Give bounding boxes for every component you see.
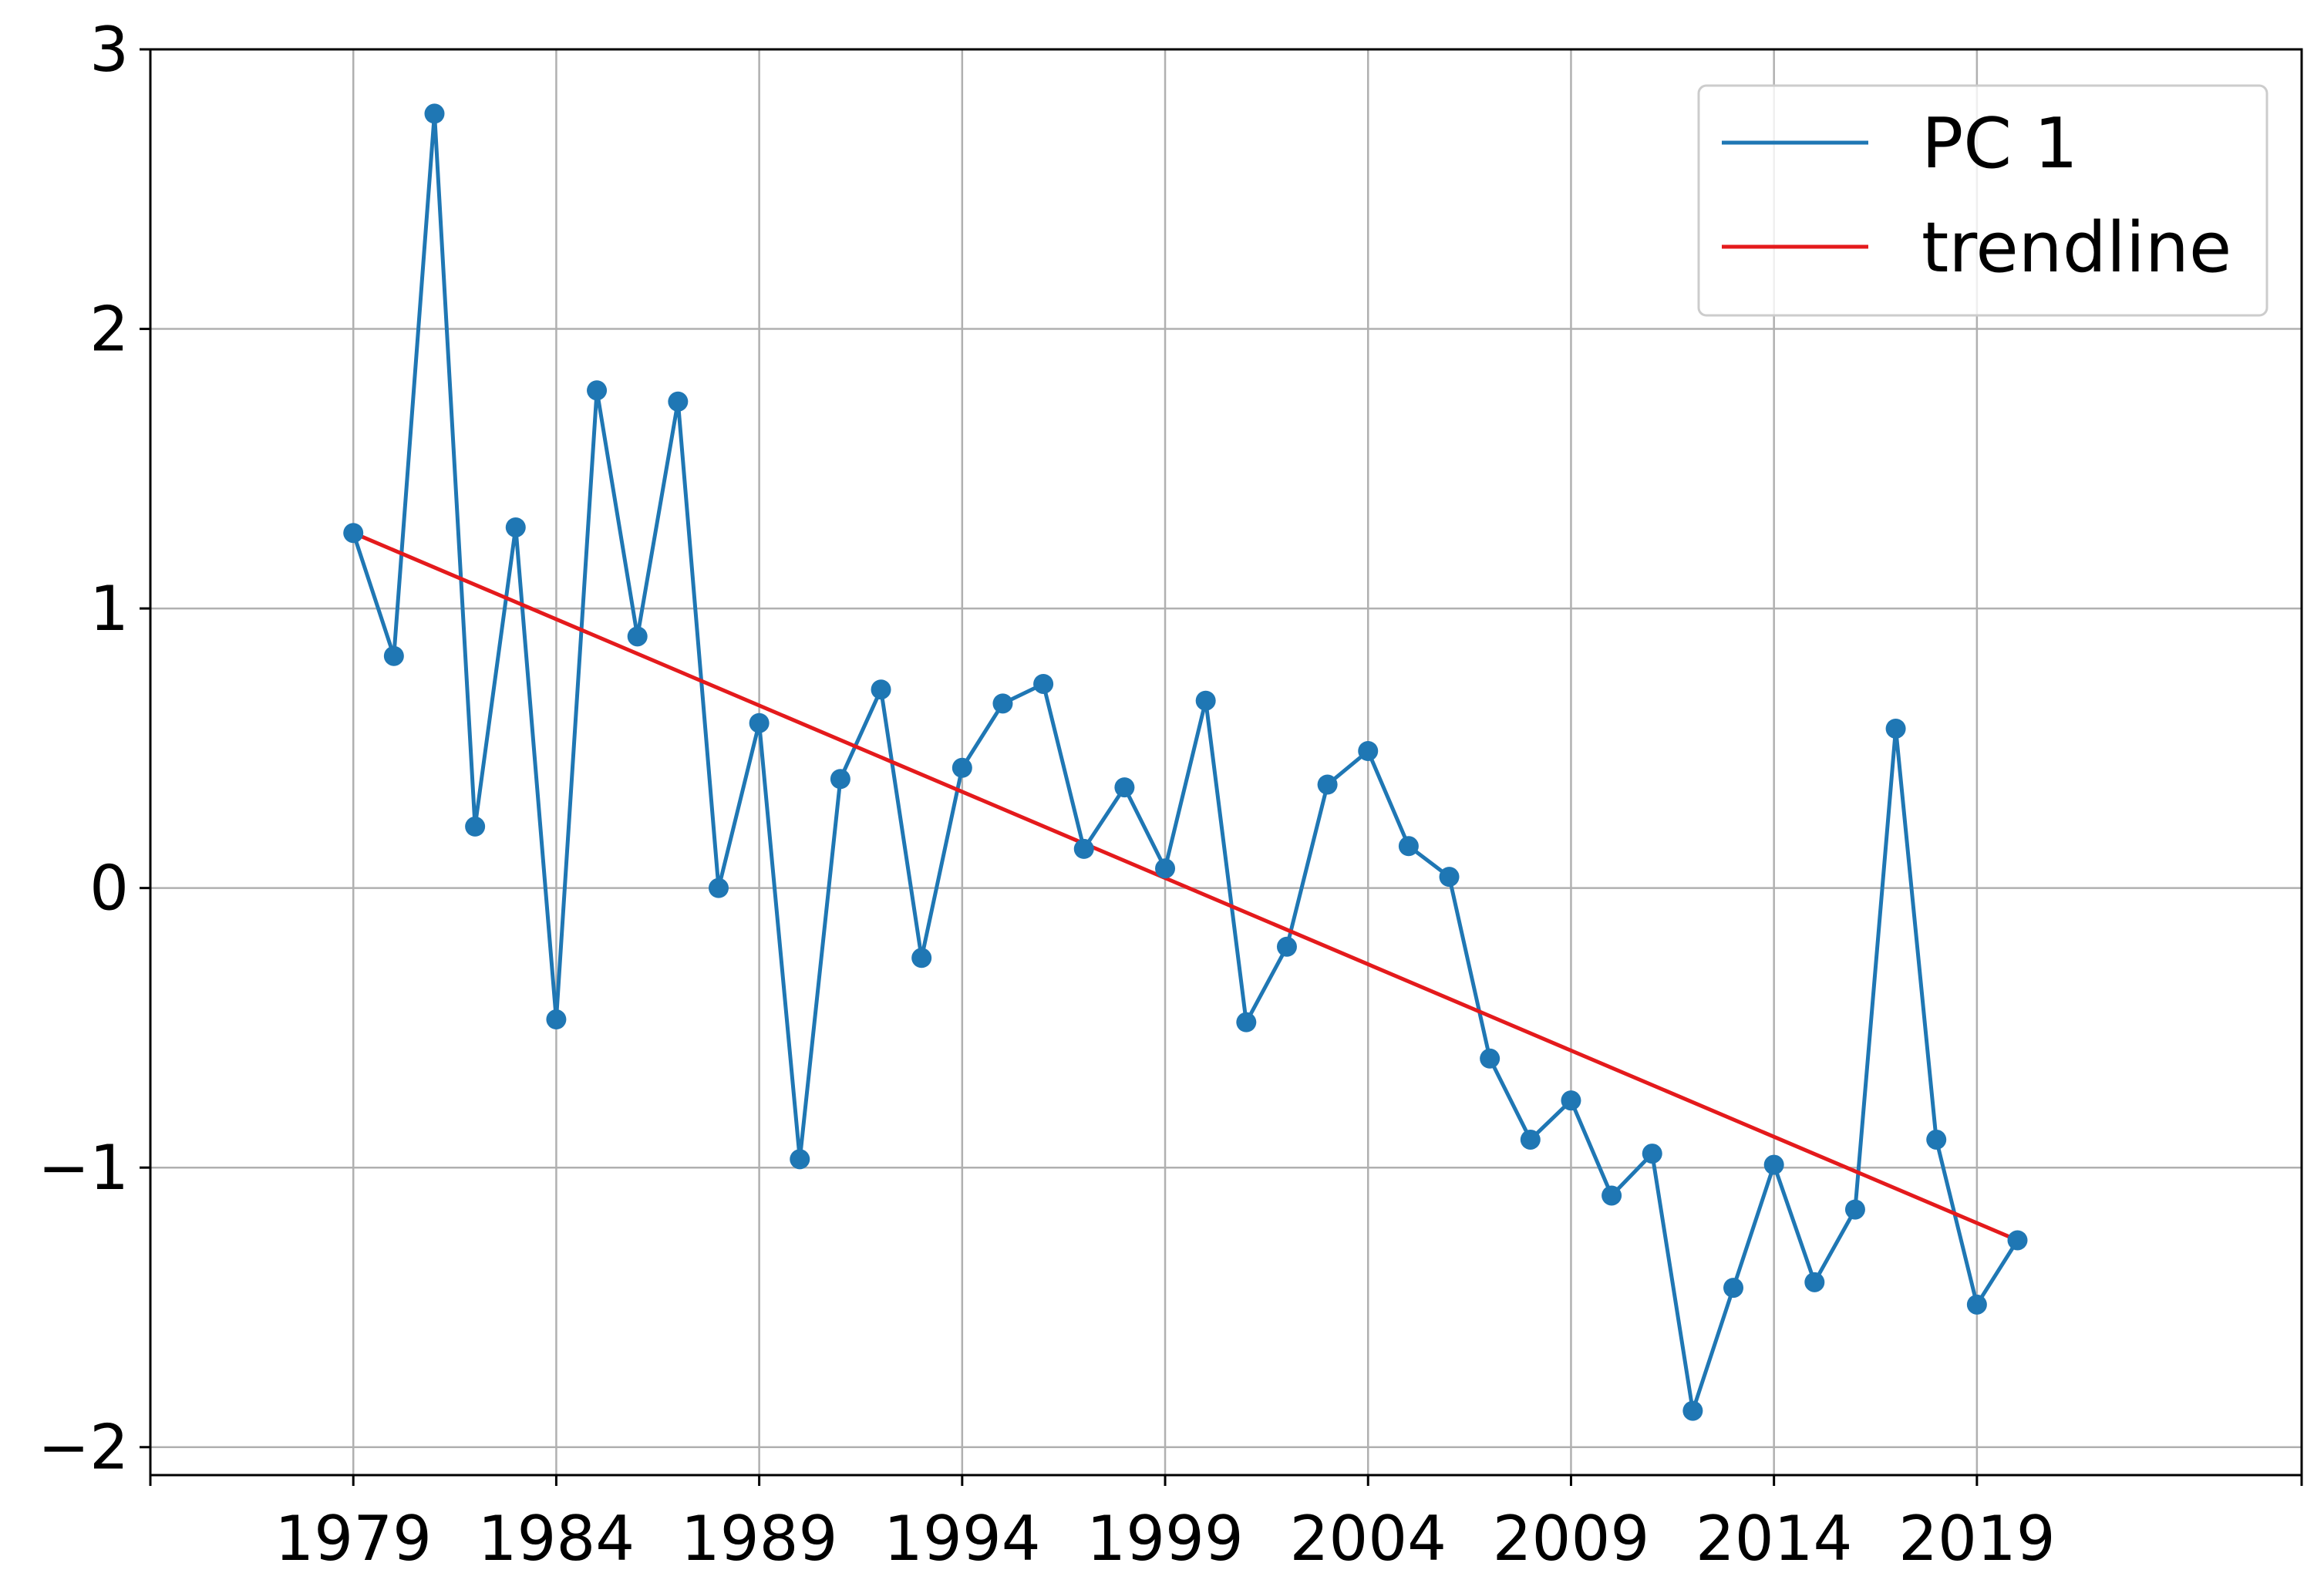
pc1-data-point <box>465 816 486 837</box>
pc1-data-point <box>668 391 689 412</box>
pc1-data-point <box>1236 1012 1257 1032</box>
x-tick-label: 2004 <box>1289 1503 1447 1575</box>
pc1-data-point <box>1276 936 1297 957</box>
pc1-data-point <box>992 693 1013 714</box>
pc1-data-point <box>1804 1272 1825 1292</box>
pc1-data-point <box>951 757 972 778</box>
pc1-data-point <box>1966 1294 1987 1315</box>
x-tick-label: 2014 <box>1696 1503 1853 1575</box>
pc1-data-point <box>830 769 850 790</box>
pc1-data-point <box>1561 1090 1581 1111</box>
y-tick-label: −2 <box>38 1412 129 1484</box>
x-tick-label: 1979 <box>275 1503 432 1575</box>
pc1-data-point <box>1317 774 1338 795</box>
plot-frame <box>149 48 2303 1477</box>
pc1-data-point <box>1520 1129 1541 1150</box>
pc1-data-point <box>343 523 364 544</box>
pc1-data-point <box>790 1149 810 1170</box>
y-tick-label: 3 <box>89 14 129 86</box>
x-tick-label: 1994 <box>884 1503 1041 1575</box>
axes: 1979 1984 1989 1994 1999 2004 2009 2014 2019 −2 −1… <box>38 14 2303 1575</box>
pc1-data-point <box>749 712 770 733</box>
y-tick-label: 0 <box>89 853 129 925</box>
y-tick-label: 1 <box>89 573 129 645</box>
pc1-data-point <box>587 380 608 401</box>
pc1-data-point <box>1763 1154 1784 1175</box>
pc1-data-point <box>1926 1129 1947 1150</box>
x-tick-label: 1984 <box>478 1503 635 1575</box>
pc1-data-point <box>505 517 526 537</box>
legend-label-trendline: trendline <box>1922 207 2231 288</box>
plot-series <box>343 103 2028 1421</box>
pc1-data-point <box>1155 858 1176 879</box>
pc1-data-point <box>708 878 729 898</box>
pc1-data-point <box>1195 690 1216 711</box>
pc1-data-point <box>1642 1144 1662 1164</box>
x-tick-label: 2009 <box>1493 1503 1650 1575</box>
x-tick-label: 1999 <box>1086 1503 1244 1575</box>
pc1-data-point <box>871 679 891 700</box>
pc1-data-point <box>2007 1230 2028 1251</box>
y-tick-label: −1 <box>38 1132 129 1204</box>
pc1-data-point <box>1844 1199 1865 1220</box>
pc1-data-point <box>546 1009 567 1030</box>
pc1-data-point <box>1885 718 1906 739</box>
pc1-data-point <box>1439 867 1460 888</box>
pc1-data-point <box>1114 777 1135 798</box>
pc1-data-point <box>627 626 648 647</box>
legend-label-pc1: PC 1 <box>1922 103 2078 184</box>
pc1-series-line <box>351 111 2019 1413</box>
pc1-data-point <box>1033 673 1054 694</box>
x-tick-label: 2019 <box>1898 1503 2056 1575</box>
pc1-data-point <box>1398 836 1419 857</box>
pc1-data-point <box>1682 1400 1703 1421</box>
legend: PC 1 trendline <box>1697 84 2268 317</box>
pc1-data-point <box>1358 740 1379 761</box>
pc1-data-point <box>383 645 404 666</box>
grid <box>150 48 2302 1475</box>
x-tick-label: 1989 <box>681 1503 838 1575</box>
trendline-line <box>352 531 2019 1242</box>
y-tick-label: 2 <box>89 294 129 365</box>
pc1-data-point <box>1480 1048 1500 1069</box>
pc1-data-point <box>911 948 932 968</box>
pc1-data-point <box>1073 838 1094 859</box>
pc1-data-point <box>1723 1278 1744 1299</box>
pc1-data-point <box>1602 1185 1622 1206</box>
pc1-data-point <box>424 103 445 124</box>
